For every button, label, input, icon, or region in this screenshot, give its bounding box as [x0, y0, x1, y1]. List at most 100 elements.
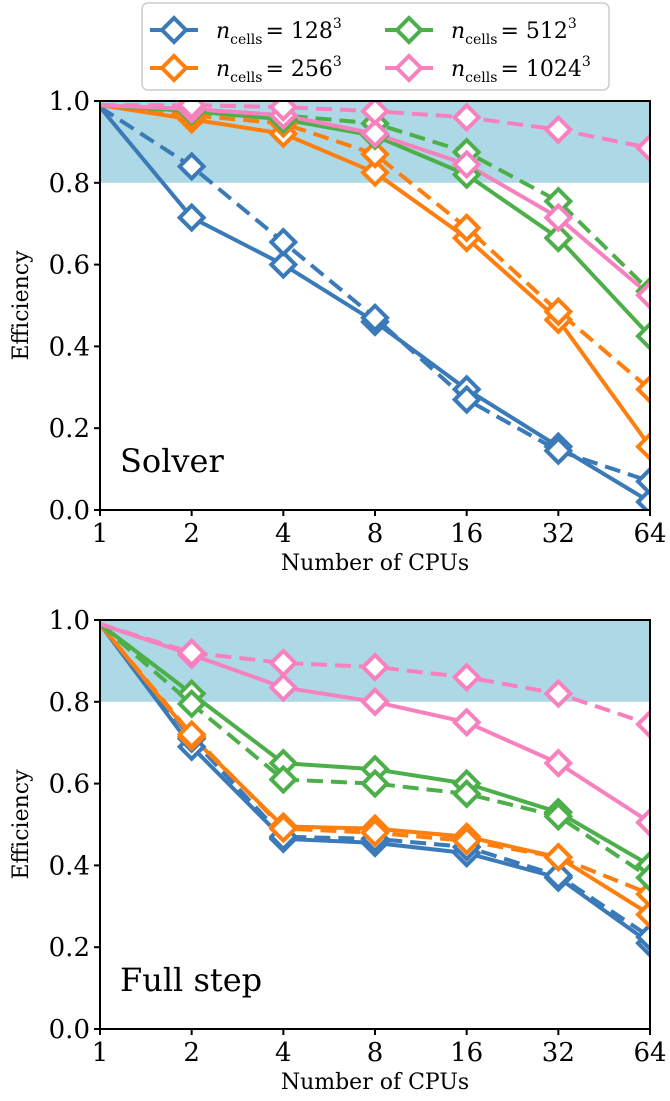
series-1024-dashed-point [635, 133, 650, 163]
y-tick-label: 0.6 [49, 251, 90, 281]
y-tick-label: 0.4 [49, 332, 90, 362]
legend-label: ncells = 5123 [451, 16, 577, 48]
series-128-solid-point [268, 249, 299, 280]
legend-label: ncells = 1283 [216, 16, 342, 48]
y-axis-title: Efficiency [9, 250, 34, 361]
legend-marker [159, 53, 189, 83]
series-256-solid-point [360, 157, 390, 188]
series-128-dashed-point [268, 227, 299, 257]
legend-marker [394, 53, 424, 83]
series-128-dashed-point [176, 151, 207, 182]
series-128-dashed-point [543, 860, 574, 891]
series-512-solid-point [543, 223, 574, 253]
series-256-dashed-point [360, 139, 390, 169]
legend-item-512: ncells = 5123 [385, 15, 577, 48]
series-1024-solid-point [543, 202, 574, 233]
series-128-dashed-point [360, 302, 390, 333]
series-1024-solid-point [360, 118, 390, 149]
series-256-dashed-point [360, 817, 390, 848]
x-tick-label: 32 [542, 1038, 575, 1068]
full-step-chart: 0.0 0.2 0.4 0.6 0.8 1.0 1 2 4 8 16 32 64 Number of CP… [9, 606, 667, 1095]
x-axis-title: Number of CPUs [281, 1070, 469, 1095]
series-256-dashed-point [543, 842, 574, 873]
x-tick-label: 2 [183, 1038, 200, 1068]
series-128-dashed-point [451, 384, 482, 415]
series-512-dashed-point [451, 778, 482, 809]
x-tick-label: 32 [542, 519, 575, 549]
y-tick-label: 0.2 [49, 414, 90, 444]
series-512-dashed-point [268, 764, 299, 795]
y-tick-label: 0.8 [49, 688, 90, 718]
series-1024-dashed-point [543, 114, 574, 145]
series-512-dashed-point [176, 689, 207, 719]
series-256-dashed-point [176, 719, 207, 750]
x-tick-label: 1 [92, 519, 109, 549]
series-256-dashed-point [543, 296, 574, 327]
series-512-dashed-point [635, 862, 650, 893]
series-512-dashed-point [543, 801, 574, 832]
series-256-dashed-point [451, 826, 482, 856]
series-128-dashed-point [543, 435, 574, 466]
y-tick-label: 0.4 [49, 851, 90, 881]
y-tick-label: 1.0 [49, 606, 90, 636]
y-tick-label: 1.0 [49, 87, 90, 117]
series-1024-dashed-point [360, 101, 390, 127]
x-axis-title: Number of CPUs [281, 551, 469, 576]
legend-item-1024: ncells = 10243 [385, 53, 591, 86]
series-1024-solid-point [635, 807, 650, 838]
series-1024-solid-point [360, 686, 390, 717]
series-1024-solid-point [268, 672, 299, 703]
x-tick-label: 4 [275, 1038, 292, 1068]
series-1024-dashed-point [451, 102, 482, 133]
x-tick-label: 1 [92, 1038, 109, 1068]
series-1024-dashed-point [268, 648, 299, 678]
series-1024-dashed-point [543, 678, 574, 709]
x-tick-label: 2 [183, 519, 200, 549]
legend-marker [159, 15, 189, 45]
series-256-dashed-point [451, 212, 482, 243]
series-256-solid-point [635, 431, 650, 462]
series-1024-solid-point [543, 748, 574, 778]
series-128-dashed-point [635, 922, 650, 952]
series-1024-dashed-point [635, 709, 650, 740]
panel-label: Full step [120, 961, 262, 999]
series-1024-dashed-point [176, 637, 207, 668]
x-tick-label: 8 [367, 1038, 384, 1068]
y-axis-title: Efficiency [9, 769, 34, 880]
series-128-solid-point [176, 202, 207, 233]
legend-label: ncells = 10243 [451, 54, 591, 86]
legend-item-256: ncells = 2563 [150, 53, 342, 86]
series-1024-dashed-point [360, 652, 390, 682]
series-1024-solid-point [635, 280, 650, 311]
series-128-solid-point [635, 486, 650, 510]
panel-label: Solver [120, 442, 224, 480]
series-1024-solid-point [451, 707, 482, 738]
x-tick-label: 16 [450, 519, 483, 549]
series-128-dashed-point [635, 466, 650, 497]
x-tick-label: 16 [450, 1038, 483, 1068]
legend-label: ncells = 2563 [216, 54, 342, 86]
y-tick-label: 0.8 [49, 169, 90, 199]
series-512-solid-point [635, 321, 650, 352]
plot-area [100, 101, 650, 510]
x-tick-label: 64 [633, 519, 666, 549]
x-tick-label: 4 [275, 519, 292, 549]
series-256-solid-point [635, 899, 650, 930]
series-1024-dashed-point [451, 662, 482, 693]
legend-item-128: ncells = 1283 [150, 15, 342, 48]
legend: ncells = 1283 ncells = 2563 ncells = 5123 ncel… [141, 2, 610, 91]
plot-area [100, 622, 650, 958]
series-1024-dashed-point [268, 101, 299, 122]
solver-chart: 0.0 0.2 0.4 0.6 0.8 1.0 1 2 4 8 16 32 64 Number of CP… [9, 87, 667, 576]
y-tick-label: 0.2 [49, 933, 90, 963]
y-tick-label: 0.6 [49, 770, 90, 800]
series-256-dashed-point [635, 374, 650, 405]
series-256-dashed-point [268, 813, 299, 844]
legend-box [141, 2, 610, 91]
x-tick-label: 8 [367, 519, 384, 549]
series-512-dashed-point [360, 768, 390, 799]
y-tick-label: 0.0 [49, 1015, 90, 1045]
legend-marker [394, 15, 424, 45]
series-1024-solid-point [451, 149, 482, 180]
